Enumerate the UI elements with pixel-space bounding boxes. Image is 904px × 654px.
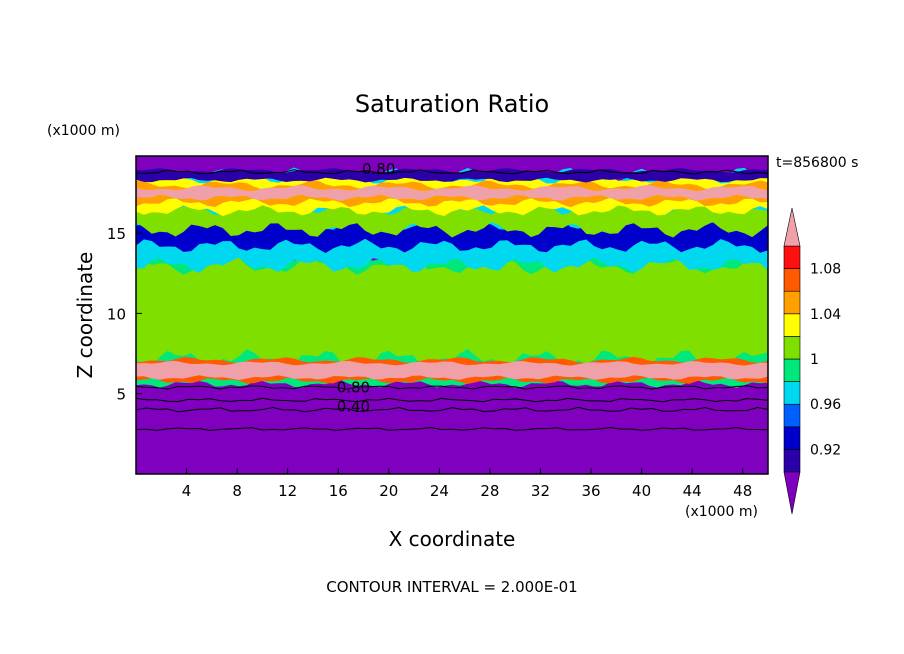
chart-title: Saturation Ratio	[355, 90, 549, 118]
upper-pink-band	[136, 185, 768, 201]
colorbar-tick-label: 1.04	[810, 307, 841, 323]
x-tick-label: 28	[480, 482, 499, 500]
colorbar-segment	[783, 268, 801, 292]
x-tick-label: 48	[733, 482, 752, 500]
contour-label: 0.80	[337, 378, 370, 396]
x-unit-label: (x1000 m)	[685, 504, 758, 520]
colorbar-tick-label: 0.92	[810, 442, 841, 458]
colorbar-segment	[783, 290, 801, 315]
colorbar-segment	[783, 245, 801, 269]
x-tick-label: 32	[531, 482, 550, 500]
contour-label: 0.40	[337, 398, 370, 416]
contour-label: 0.80	[362, 160, 395, 178]
contour-labels: 0.80 0.80 0.40	[337, 160, 396, 416]
x-tick-label: 24	[430, 482, 449, 500]
x-tick-label: 8	[232, 482, 242, 500]
x-axis: 4 8 12 16 20 24 28 32 36 40 44 48	[182, 468, 752, 500]
x-tick-label: 16	[329, 482, 348, 500]
x-tick-label: 20	[379, 482, 398, 500]
colorbar-extend-top	[783, 207, 801, 247]
contour-line	[136, 169, 768, 175]
x-tick-label: 36	[581, 482, 600, 500]
x-tick-label: 4	[182, 482, 192, 500]
y-tick-label: 5	[116, 386, 126, 404]
y-axis-label: Z coordinate	[73, 252, 97, 379]
y-tick-label: 15	[107, 225, 126, 243]
colorbar-tick-label: 1.08	[810, 262, 841, 278]
colorbar-segment	[783, 449, 801, 473]
saturation-field	[136, 156, 768, 474]
colorbar-segment	[783, 381, 801, 405]
y-unit-label: (x1000 m)	[47, 123, 120, 139]
x-tick-label: 12	[278, 482, 297, 500]
contour-line	[136, 426, 768, 432]
lower-pink-band	[136, 360, 768, 380]
colorbar-tick-label: 0.96	[810, 397, 841, 413]
time-label: t=856800 s	[776, 155, 858, 171]
footer-note: CONTOUR INTERVAL = 2.000E-01	[326, 578, 577, 596]
contour-line	[136, 406, 768, 413]
contour-line	[136, 385, 768, 390]
y-tick-label: 10	[107, 305, 126, 323]
colorbar-tick-label: 1	[810, 352, 819, 368]
colorbar: 0.92 0.96 1 1.04 1.08	[783, 207, 841, 515]
y-axis: 5 10 15	[107, 225, 142, 404]
colorbar-segment	[783, 313, 801, 337]
colorbar-segment	[783, 426, 801, 450]
contour-line	[136, 397, 768, 403]
colorbar-segment	[783, 403, 801, 428]
colorbar-segment	[783, 336, 801, 360]
x-tick-label: 44	[683, 482, 702, 500]
plot-frame	[135, 155, 769, 475]
colorbar-segment	[783, 358, 801, 382]
colorbar-extend-bottom	[783, 471, 801, 515]
x-tick-label: 40	[632, 482, 651, 500]
near-saturated-layer	[136, 256, 768, 368]
x-axis-label: X coordinate	[389, 527, 516, 551]
